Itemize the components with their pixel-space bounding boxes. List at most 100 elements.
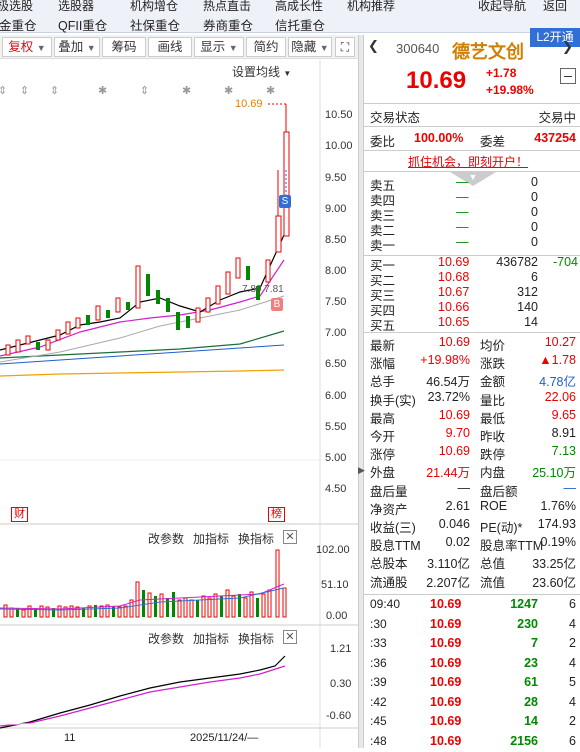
chart-area[interactable]: ⇕ ⇕ ⇕ ✱ ⇕ ✱ ✱ ✱ bbox=[0, 60, 358, 748]
nav-item[interactable]: 机构增仓 bbox=[130, 0, 179, 13]
crosshair-date: 2025/11/24/— bbox=[190, 732, 259, 744]
tick-row: 09:40 10.69 1247 6 bbox=[364, 597, 580, 615]
nav-item[interactable]: 极选股 bbox=[0, 0, 34, 13]
stock-code: 300640 bbox=[396, 41, 440, 56]
order-label: 买二 bbox=[370, 274, 396, 288]
nav-item[interactable]: 热点直击 bbox=[203, 0, 252, 13]
sell-order-row: 卖二 — 0 bbox=[364, 220, 580, 238]
order-price: — bbox=[456, 220, 469, 234]
macd-change-params-button[interactable]: 改参数 bbox=[148, 632, 185, 646]
tick-price: 10.69 bbox=[430, 675, 462, 689]
quote-value: 2.61 bbox=[445, 498, 470, 513]
quote-value: 21.44万 bbox=[426, 466, 470, 481]
jianyue-button[interactable]: 简约 bbox=[246, 37, 286, 57]
panel-splitter[interactable]: ▶ bbox=[358, 35, 365, 748]
quote-key: 涨停 bbox=[370, 448, 396, 463]
nav-item[interactable]: 券商重仓 bbox=[203, 19, 254, 33]
rank-badge[interactable]: 榜 bbox=[268, 507, 285, 522]
nav-item[interactable]: 高成长性 bbox=[275, 0, 324, 13]
tick-count: 4 bbox=[569, 655, 576, 670]
chevron-right-icon[interactable]: ❯ bbox=[562, 39, 573, 54]
quote-key: 均价 bbox=[480, 339, 506, 353]
fullscreen-icon[interactable]: ⛶ bbox=[335, 37, 355, 57]
nav-item[interactable]: 社保重仓 bbox=[130, 19, 181, 33]
tick-count: 6 bbox=[569, 733, 576, 748]
nav-item[interactable]: 机构推荐 bbox=[347, 0, 396, 13]
tick-price: 10.69 bbox=[430, 694, 462, 709]
price-tick: 6.00 bbox=[325, 390, 347, 402]
buy-order-row: 买二 10.68 6 bbox=[364, 270, 580, 288]
macd-switch-indicator-button[interactable]: 换指标 bbox=[238, 632, 275, 646]
back-link[interactable]: 返回 bbox=[543, 0, 568, 13]
buy-signal-badge[interactable]: B bbox=[271, 298, 283, 311]
quote-key: 涨幅 bbox=[370, 357, 396, 372]
buy-order-row: 买五 10.65 14 bbox=[364, 315, 580, 333]
chouma-button[interactable]: 筹码 bbox=[102, 37, 146, 57]
quote-value: — bbox=[563, 480, 577, 495]
huaxian-button[interactable]: 画线 bbox=[148, 37, 192, 57]
quote-key: 盘后额 bbox=[480, 484, 518, 499]
buy-order-row: 买三 10.67 312 bbox=[364, 285, 580, 303]
macd-add-indicator-button[interactable]: 加指标 bbox=[193, 632, 230, 646]
nav-item[interactable]: 信托重仓 bbox=[275, 19, 326, 33]
weibi-value: 100.00% bbox=[414, 131, 464, 145]
tick-price: 10.69 bbox=[430, 733, 462, 748]
tick-price: 10.69 bbox=[430, 636, 462, 650]
order-label: 买三 bbox=[370, 289, 396, 303]
collapse-nav-link[interactable]: 收起导航 bbox=[478, 0, 527, 13]
tick-volume: 14 bbox=[524, 714, 538, 728]
order-price: 10.66 bbox=[438, 300, 470, 314]
xianshi-button[interactable]: 显示 ▼ bbox=[194, 37, 244, 57]
chevron-left-icon[interactable]: ❮ bbox=[368, 38, 379, 53]
quote-key: 最新 bbox=[370, 339, 396, 353]
buy-order-row: 买四 10.66 140 bbox=[364, 300, 580, 318]
quote-key: 总值 bbox=[480, 557, 506, 572]
price-tick: 9.50 bbox=[325, 172, 347, 184]
quote-row: 涨幅 +19.98% 涨跌 ▲1.78 bbox=[364, 353, 580, 371]
quote-key: 总股本 bbox=[370, 557, 408, 572]
promo-link[interactable]: 抓住机会，即刻开户！ bbox=[408, 155, 529, 169]
sell-signal-badge[interactable]: S bbox=[279, 195, 291, 208]
quote-row: 盘后量 — 盘后额 — bbox=[364, 481, 580, 499]
quote-key: 昨收 bbox=[480, 430, 506, 444]
order-volume: 0 bbox=[531, 190, 538, 204]
xianshi-label: 显示 bbox=[200, 40, 226, 54]
fuquan-button[interactable]: 复权 ▼ bbox=[2, 37, 52, 57]
quote-value: 25.10万 bbox=[532, 466, 576, 481]
vol-change-params-button[interactable]: 改参数 bbox=[148, 532, 185, 546]
quote-row: 换手(实) 23.72% 量比 22.06 bbox=[364, 390, 580, 408]
ma-settings-button[interactable]: 设置均线 ▼ bbox=[232, 63, 291, 80]
vol-add-indicator-button[interactable]: 加指标 bbox=[193, 532, 230, 546]
close-icon[interactable]: ✕ bbox=[283, 530, 297, 544]
svg-text:✱: ✱ bbox=[98, 85, 107, 97]
price-tick: 9.00 bbox=[325, 203, 347, 215]
finance-badge[interactable]: 财 bbox=[11, 507, 28, 522]
vol-tick: 102.00 bbox=[316, 544, 350, 556]
l2-open-button[interactable]: L2开通 bbox=[530, 28, 580, 47]
svg-text:✱: ✱ bbox=[224, 85, 233, 97]
nav-item[interactable]: 金重仓 bbox=[0, 19, 37, 33]
quote-key: 外盘 bbox=[370, 466, 396, 481]
vol-switch-indicator-button[interactable]: 换指标 bbox=[238, 532, 275, 546]
svg-text:⇕: ⇕ bbox=[140, 85, 149, 97]
quote-value: 10.69 bbox=[438, 335, 470, 349]
quote-row: 总手 46.54万 金额 4.78亿 bbox=[364, 371, 580, 389]
tick-count: 2 bbox=[569, 714, 576, 728]
nav-item[interactable]: 选股器 bbox=[58, 0, 95, 13]
quote-value: — bbox=[457, 480, 471, 495]
tick-volume: 7 bbox=[531, 636, 538, 650]
add-watchlist-button[interactable] bbox=[560, 68, 576, 84]
chevron-right-icon[interactable]: ▶ bbox=[358, 465, 365, 475]
close-icon[interactable]: ✕ bbox=[283, 630, 297, 644]
quote-row: 流通股 2.207亿 流值 23.60亿 bbox=[364, 572, 580, 590]
nav-item[interactable]: QFII重仓 bbox=[58, 19, 108, 33]
weibi-label: 委比 bbox=[370, 135, 396, 149]
diejia-button[interactable]: 叠加 ▼ bbox=[54, 37, 100, 57]
status-value: 交易中 bbox=[538, 111, 576, 125]
price-tick: 7.50 bbox=[325, 296, 347, 308]
quote-key: 最低 bbox=[480, 411, 506, 426]
tick-volume: 230 bbox=[517, 616, 538, 631]
diejia-label: 叠加 bbox=[58, 40, 84, 54]
quote-value: 23.60亿 bbox=[532, 575, 576, 590]
yincang-button[interactable]: 隐藏 ▼ bbox=[288, 37, 332, 57]
